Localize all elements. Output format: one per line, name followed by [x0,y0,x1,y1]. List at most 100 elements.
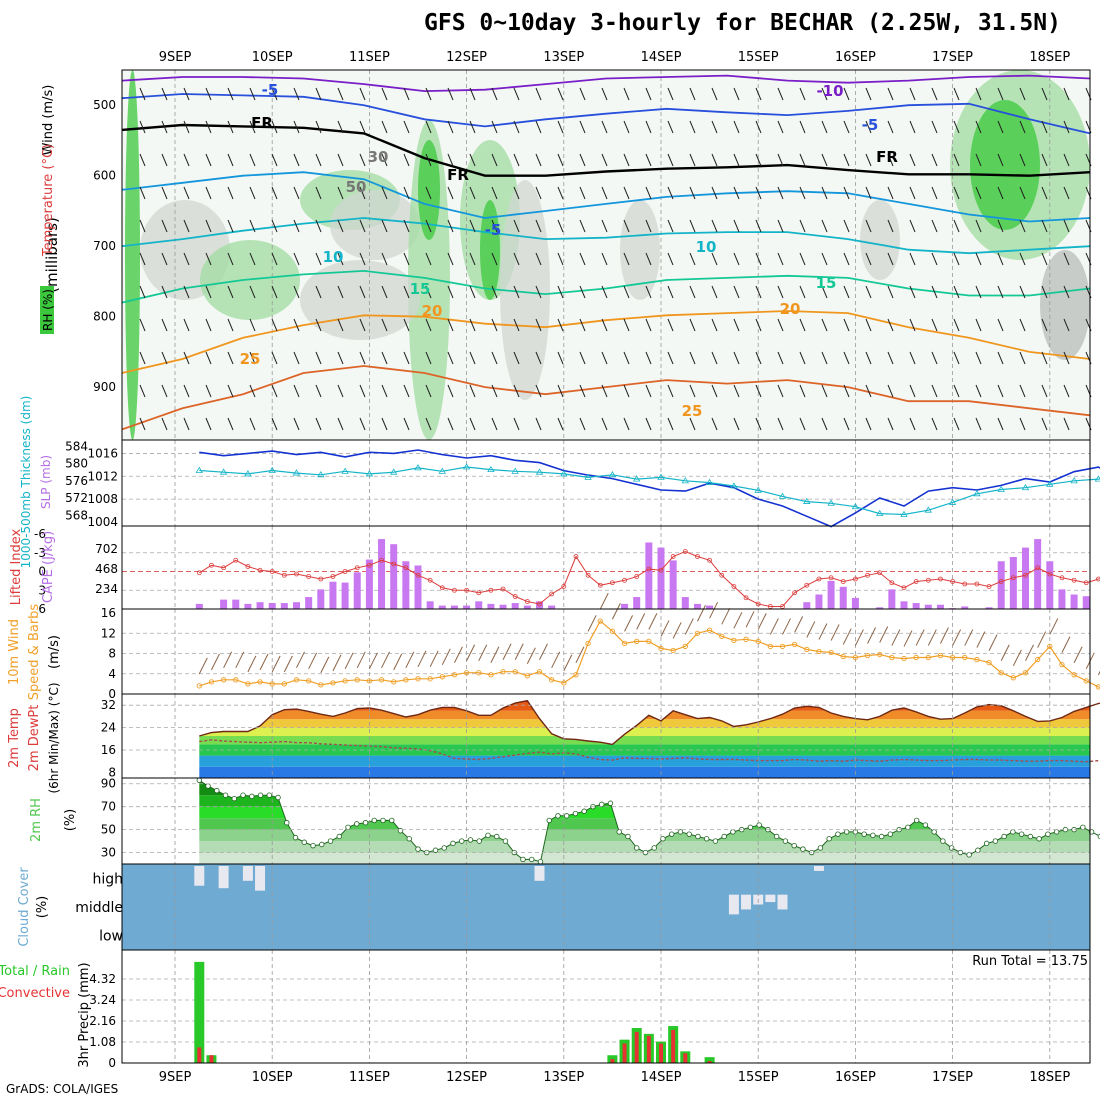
wind-barb [997,384,1004,398]
wind-barb [535,417,542,431]
lifted-index-point [658,567,664,573]
wind-speed-point [767,643,773,650]
lifted-index-point [512,594,518,599]
date-label-bottom: 13SEP [543,1070,584,1085]
rh-point [1027,833,1034,840]
thickness-point [948,498,957,505]
wind-barb [271,252,278,266]
wind-barb [689,120,696,134]
wind-barb [469,120,476,134]
lifted-index-point [585,572,591,578]
wind-barb [1019,87,1026,101]
wind-speed-point [403,677,409,683]
wind-barb [535,87,542,101]
wind-barb [1063,417,1070,431]
rh-band [199,780,1090,796]
lifted-index-point [366,562,372,568]
wind-barb [953,153,960,167]
wind-barb [667,351,674,365]
wind-barb [645,318,652,332]
slp-thickness-panel: 584 580 576 572 568 1016 1012 1008 1004 [65,439,1100,529]
wind-speed-point [792,641,798,648]
rh-point [205,783,211,789]
lifted-index-point [913,579,919,584]
wind-barb [491,120,498,134]
wind-barb [315,252,322,266]
cloud-units-label: (%) [35,896,50,919]
lifted-index-point [294,571,299,577]
wind-barb-10m [223,651,233,669]
wind-barb [865,351,872,365]
rh-shading [860,200,900,280]
wind-barb [579,318,586,332]
precip-total-bar [194,961,205,1063]
wind-barb [205,285,212,299]
wind-barb [931,318,938,332]
wind-barb [689,417,696,431]
cape-bar [353,572,361,609]
wind-barb-10m [563,654,573,672]
wind-barb [205,318,212,332]
wind-barb [711,219,718,233]
wind-barb [425,384,432,398]
pressure-tick: 900 [93,380,116,394]
wind-barb [535,186,542,200]
wind-barb [469,252,476,266]
wind-barb [1041,153,1048,167]
wind-barb-10m [320,656,330,674]
wind-barb [909,417,916,431]
wind-barb [645,87,652,101]
wind-barb-10m [1049,618,1059,635]
precip-tick: 3.24 [89,993,116,1007]
lifted-index-point [524,599,530,604]
wind-barb-10m [259,653,269,671]
cape-bar [256,602,264,609]
precip-tick: 4.32 [89,972,116,986]
cape-bar [426,601,434,609]
temp-band [199,702,1090,711]
rh-shading [970,100,1040,230]
rh-band [199,852,1090,864]
rh-point [240,792,246,798]
wind-barb [931,87,938,101]
lifted-index-point [537,601,542,607]
wind-barb-10m [575,646,585,663]
wind-barb [997,120,1004,134]
wind-barb-10m [684,618,694,635]
wind-barb [975,219,982,233]
lifted-index-point [221,565,227,571]
contour-label: -5 [862,116,879,134]
rh-point [354,821,360,827]
thickness-point [657,473,665,480]
rh-point [572,810,579,817]
wind-barb-10m [599,592,609,610]
wind-barb [337,285,344,299]
wind-tick: 0 [108,687,116,701]
wind-barb-10m [478,644,488,661]
cape-bar [657,547,665,609]
wind-barb [579,252,586,266]
wind-barb [689,219,696,233]
wind-barb [205,219,212,233]
date-label-top: 14SEP [641,50,682,65]
thickness-point [244,470,252,477]
wind-barb-10m [806,621,816,638]
thickness-point [1021,483,1030,491]
lifted-index-point [853,576,858,582]
wind-barb-10m [454,646,463,663]
wind-barb [315,318,322,332]
wind-tick: 16 [101,606,116,620]
contour-label: 30 [368,148,389,166]
wind-barb [711,87,718,101]
cloud-level-label: low [99,929,123,945]
lifted-index-point [573,554,579,559]
cape-bar [341,582,349,609]
wind-barb [733,120,740,134]
rh-point [791,842,797,849]
date-label-top: 15SEP [738,50,779,65]
wind-barb [315,120,322,134]
wind-barb [271,186,278,200]
wind-barb [1041,285,1048,299]
cape-bar [365,559,373,609]
slp-frame [121,439,1091,527]
